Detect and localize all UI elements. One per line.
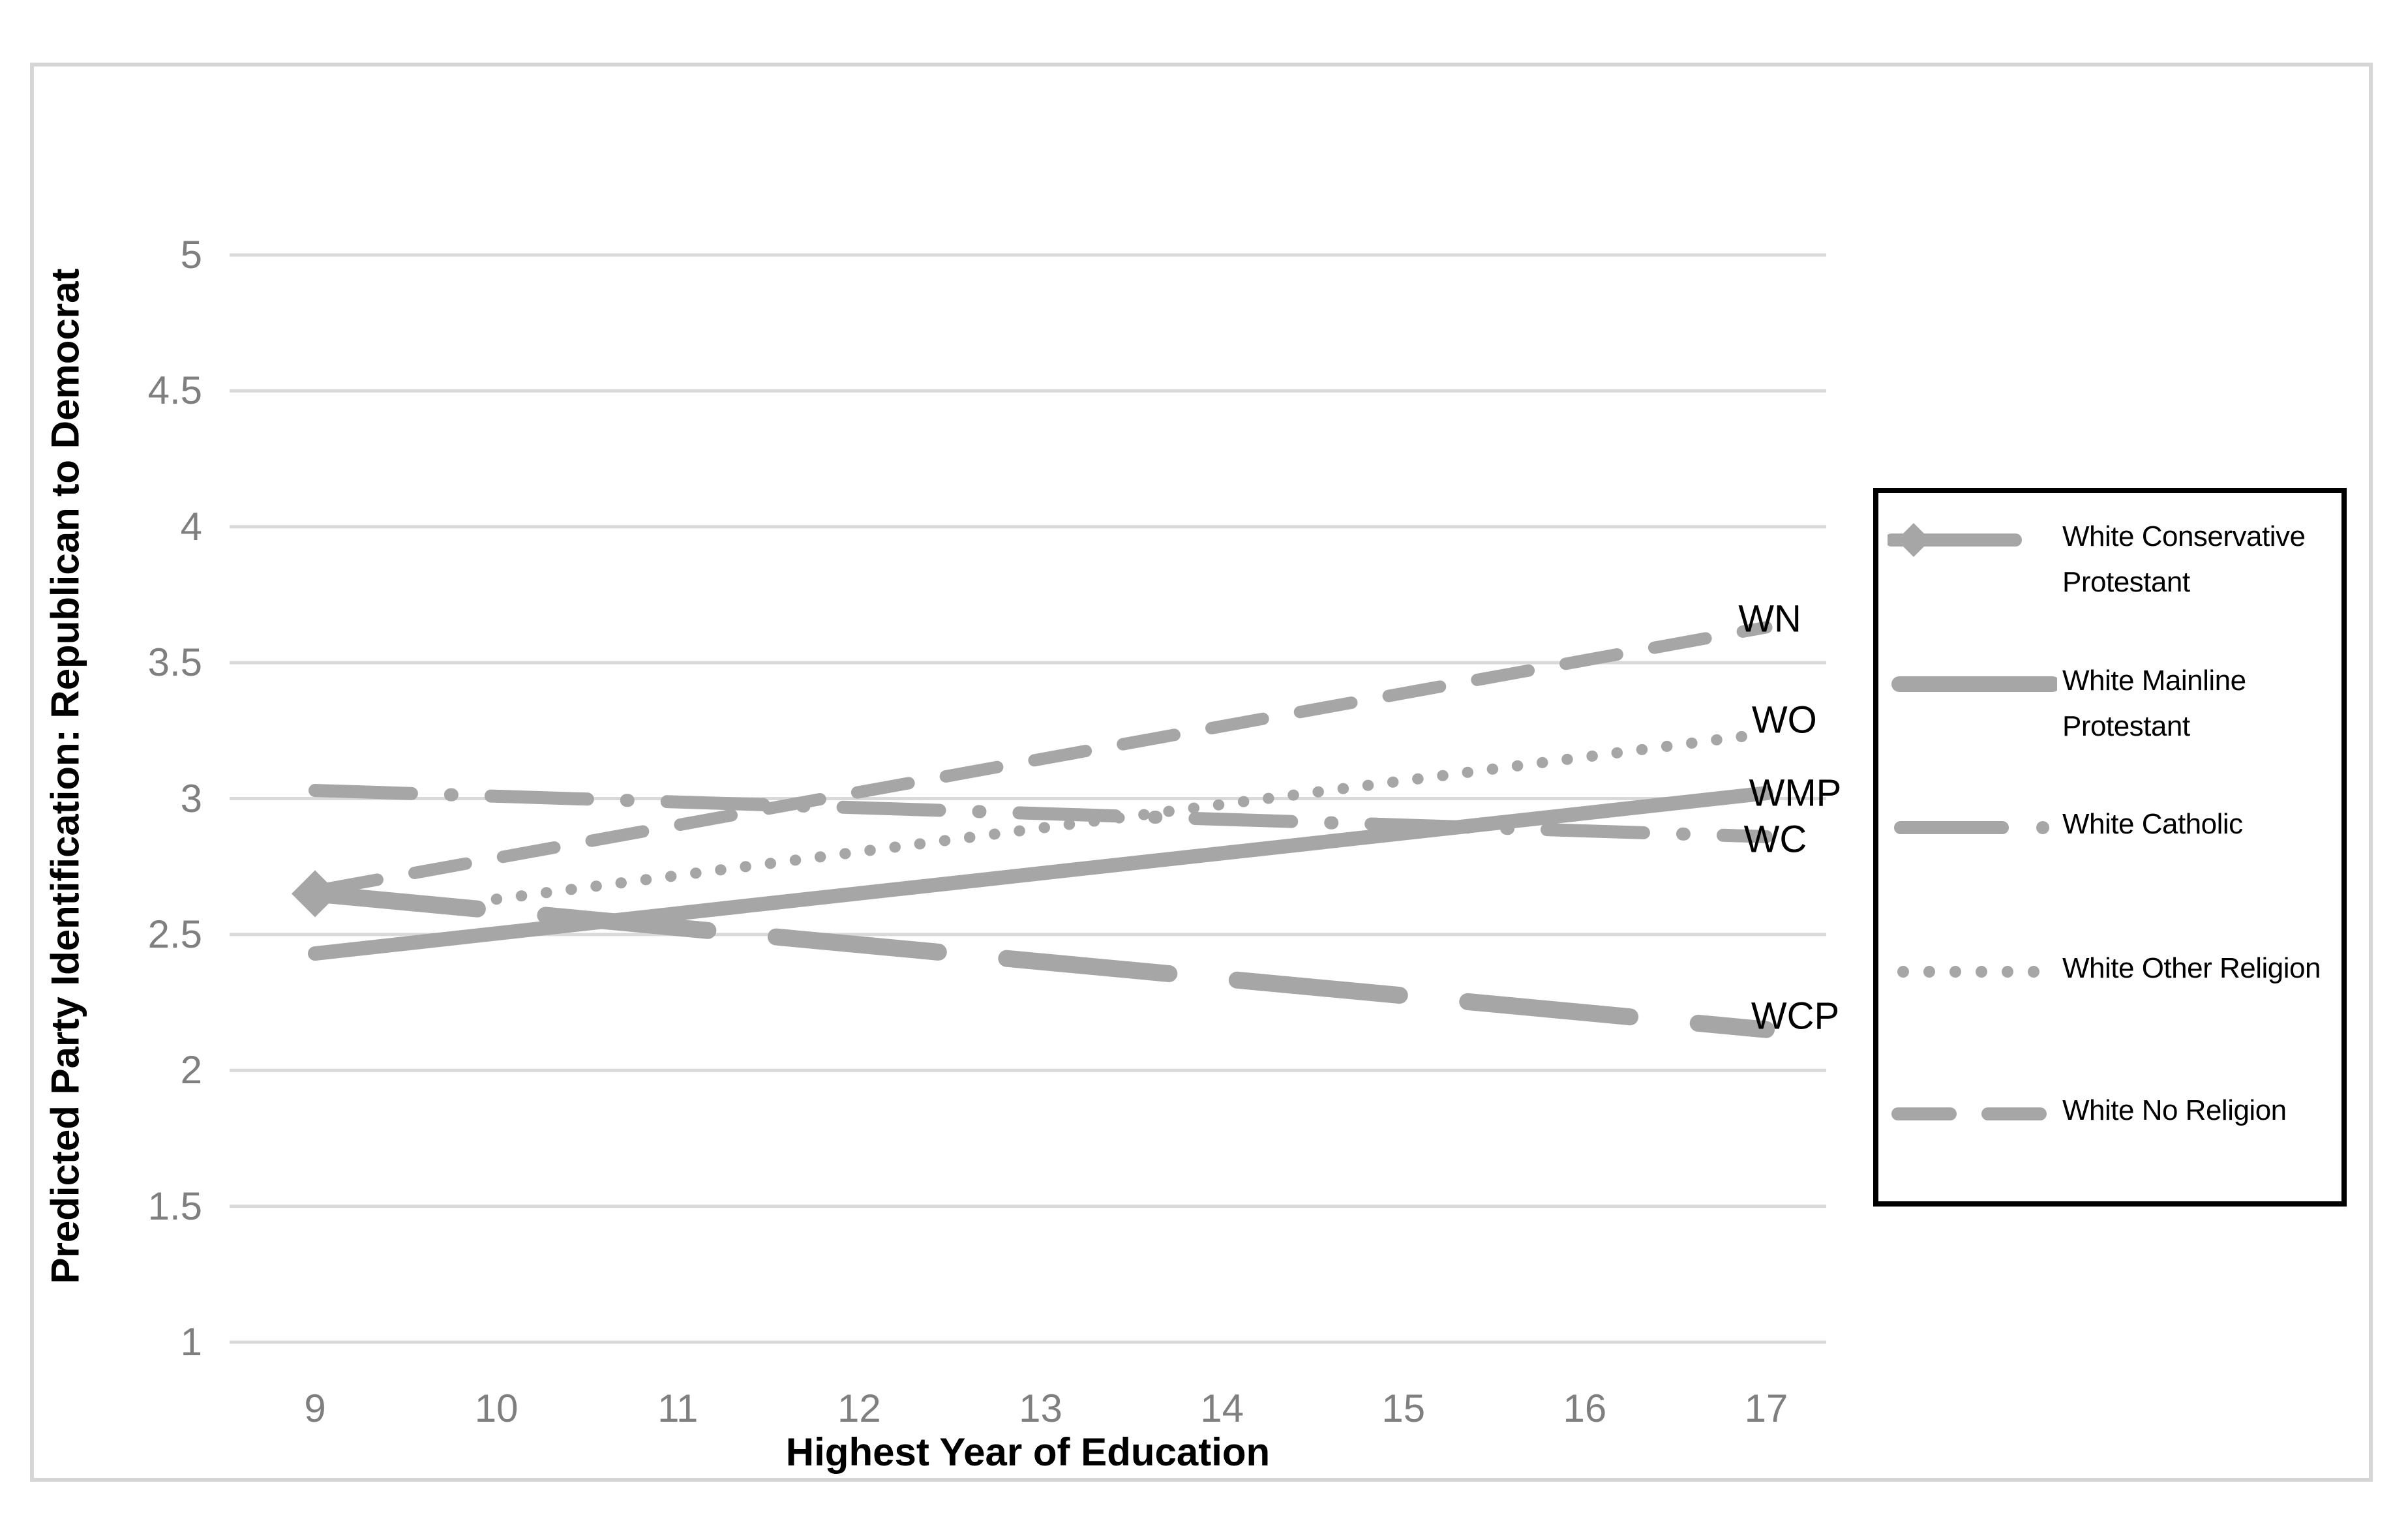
- legend-marker-dash-dot: [1894, 821, 2049, 834]
- legend-marker-dotted: [1897, 966, 2039, 978]
- legend-marker-long-dash-diamond: [1888, 523, 2022, 557]
- legend-label: White Catholic: [2062, 808, 2243, 840]
- x-tick-label: 16: [1563, 1387, 1607, 1430]
- series-end-label-wcp: WCP: [1751, 995, 1840, 1038]
- x-tick-label: 15: [1381, 1387, 1426, 1430]
- legend-marker-dashed: [1891, 1107, 2047, 1120]
- x-tick-label: 13: [1019, 1387, 1062, 1430]
- x-tick-label: 10: [474, 1387, 519, 1430]
- series-end-label-wc: WC: [1743, 818, 1807, 861]
- x-tick-label: 17: [1744, 1387, 1788, 1430]
- y-tick-label: 5: [180, 233, 202, 277]
- x-axis-title: Highest Year of Education: [785, 1430, 1271, 1474]
- y-tick-label: 4.5: [147, 368, 202, 413]
- y-tick-label: 2: [180, 1048, 202, 1092]
- y-tick-label: 3.5: [147, 640, 202, 685]
- y-tick-label: 4: [180, 504, 202, 548]
- legend-marker-solid: [1891, 676, 2057, 692]
- legend-label: White Other Religion: [2062, 952, 2321, 984]
- legend-row: White Catholic: [1888, 802, 2338, 854]
- legend-label: White Mainline Protestant: [2062, 665, 2246, 742]
- y-tick-label: 1: [180, 1320, 202, 1364]
- legend-row: White Conservative Protestant: [1888, 514, 2338, 605]
- x-tick-label: 12: [837, 1387, 881, 1430]
- legend: White Conservative Protestant White Mainl…: [1873, 488, 2347, 1207]
- diamond-icon: [1897, 523, 1931, 557]
- x-tick-label: 11: [657, 1387, 699, 1430]
- legend-label: White No Religion: [2062, 1094, 2287, 1126]
- y-tick-label: 2.5: [147, 912, 202, 956]
- x-tick-label: 9: [304, 1387, 326, 1430]
- legend-label: White Conservative Protestant: [2062, 520, 2306, 598]
- y-tick-label: 1.5: [147, 1184, 202, 1228]
- legend-row: White No Religion: [1888, 1088, 2338, 1140]
- series-end-label-wn: WN: [1738, 597, 1801, 640]
- legend-row: White Mainline Protestant: [1888, 658, 2338, 749]
- series-end-label-wmp: WMP: [1749, 772, 1842, 815]
- legend-row: White Other Religion: [1888, 946, 2338, 998]
- y-tick-label: 3: [180, 776, 202, 820]
- x-tick-label: 14: [1200, 1387, 1244, 1430]
- series-end-label-wo: WO: [1751, 698, 1817, 742]
- figure-border: [30, 63, 2373, 1482]
